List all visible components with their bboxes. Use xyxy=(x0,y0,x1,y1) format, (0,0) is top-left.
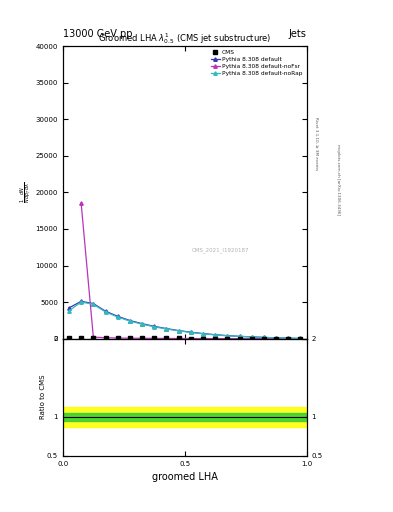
CMS xyxy=(128,335,132,342)
CMS xyxy=(262,335,266,342)
Pythia 8.308 default-noRap xyxy=(103,309,108,315)
Line: Pythia 8.308 default: Pythia 8.308 default xyxy=(67,300,302,340)
Text: Jets: Jets xyxy=(289,29,307,39)
Pythia 8.308 default xyxy=(237,333,242,339)
Pythia 8.308 default-noFsr xyxy=(201,335,206,342)
Pythia 8.308 default-noRap xyxy=(79,299,84,305)
CMS xyxy=(164,335,169,342)
Pythia 8.308 default-noFsr xyxy=(189,335,193,342)
Pythia 8.308 default xyxy=(164,326,169,332)
Pythia 8.308 default xyxy=(103,308,108,314)
Pythia 8.308 default-noRap xyxy=(128,318,132,324)
Pythia 8.308 default-noRap xyxy=(237,333,242,339)
Legend: CMS, Pythia 8.308 default, Pythia 8.308 default-noFsr, Pythia 8.308 default-noRa: CMS, Pythia 8.308 default, Pythia 8.308 … xyxy=(210,49,304,77)
CMS xyxy=(189,335,193,342)
CMS xyxy=(140,335,145,342)
Pythia 8.308 default-noFsr xyxy=(79,200,84,206)
CMS xyxy=(250,335,254,342)
Pythia 8.308 default-noRap xyxy=(213,332,218,338)
Pythia 8.308 default-noFsr xyxy=(140,335,145,342)
Line: Pythia 8.308 default-noFsr: Pythia 8.308 default-noFsr xyxy=(79,202,302,340)
Pythia 8.308 default-noFsr xyxy=(298,335,303,342)
Pythia 8.308 default-noRap xyxy=(274,335,279,341)
Text: Rivet 3.1.10, ≥ 3M events: Rivet 3.1.10, ≥ 3M events xyxy=(314,117,318,170)
Pythia 8.308 default-noFsr xyxy=(262,335,266,342)
Bar xyxy=(63,407,307,427)
Line: CMS: CMS xyxy=(67,336,302,340)
Pythia 8.308 default-noFsr xyxy=(250,335,254,342)
Y-axis label: $\frac{1}{N}\frac{dN}{dp_T\,d\lambda}$: $\frac{1}{N}\frac{dN}{dp_T\,d\lambda}$ xyxy=(19,181,34,203)
Pythia 8.308 default-noRap xyxy=(201,331,206,337)
Pythia 8.308 default xyxy=(128,317,132,324)
CMS xyxy=(298,335,303,342)
Pythia 8.308 default-noRap xyxy=(140,321,145,327)
Text: mcplots.cern.ch [arXiv:1306.3436]: mcplots.cern.ch [arXiv:1306.3436] xyxy=(336,144,340,215)
CMS xyxy=(274,335,279,342)
Pythia 8.308 default-noRap xyxy=(67,308,72,314)
Pythia 8.308 default-noFsr xyxy=(103,335,108,341)
CMS xyxy=(79,335,84,341)
CMS xyxy=(286,335,291,342)
Text: 13000 GeV pp: 13000 GeV pp xyxy=(63,29,132,39)
Pythia 8.308 default-noFsr xyxy=(128,335,132,342)
Pythia 8.308 default-noFsr xyxy=(116,335,120,341)
CMS xyxy=(201,335,206,342)
Pythia 8.308 default-noFsr xyxy=(164,335,169,342)
Pythia 8.308 default xyxy=(213,332,218,338)
Pythia 8.308 default xyxy=(152,323,156,329)
Pythia 8.308 default-noRap xyxy=(250,334,254,340)
X-axis label: groomed LHA: groomed LHA xyxy=(152,472,218,482)
Pythia 8.308 default-noRap xyxy=(116,314,120,320)
Text: CMS_2021_I1920187: CMS_2021_I1920187 xyxy=(192,247,250,252)
Pythia 8.308 default xyxy=(176,328,181,334)
Pythia 8.308 default-noRap xyxy=(286,335,291,342)
Pythia 8.308 default-noFsr xyxy=(286,335,291,342)
CMS xyxy=(225,335,230,342)
Pythia 8.308 default xyxy=(201,331,206,337)
Pythia 8.308 default xyxy=(79,298,84,305)
Pythia 8.308 default-noRap xyxy=(189,329,193,335)
Pythia 8.308 default-noFsr xyxy=(274,335,279,342)
Pythia 8.308 default xyxy=(274,335,279,341)
Pythia 8.308 default-noFsr xyxy=(213,335,218,342)
CMS xyxy=(91,335,96,341)
Pythia 8.308 default xyxy=(250,334,254,340)
Title: Groomed LHA $\lambda^{1}_{0.5}$ (CMS jet substructure): Groomed LHA $\lambda^{1}_{0.5}$ (CMS jet… xyxy=(98,31,272,46)
CMS xyxy=(213,335,218,342)
Pythia 8.308 default-noFsr xyxy=(237,335,242,342)
CMS xyxy=(176,335,181,342)
Pythia 8.308 default xyxy=(67,305,72,311)
Pythia 8.308 default-noFsr xyxy=(91,334,96,340)
Pythia 8.308 default-noFsr xyxy=(225,335,230,342)
Pythia 8.308 default-noRap xyxy=(152,324,156,330)
Pythia 8.308 default xyxy=(286,335,291,341)
CMS xyxy=(67,335,72,341)
Y-axis label: Ratio to CMS: Ratio to CMS xyxy=(40,375,46,419)
CMS xyxy=(116,335,120,342)
Pythia 8.308 default xyxy=(116,313,120,319)
Pythia 8.308 default-noRap xyxy=(176,328,181,334)
CMS xyxy=(237,335,242,342)
Pythia 8.308 default-noFsr xyxy=(152,335,156,342)
CMS xyxy=(152,335,156,342)
Pythia 8.308 default-noRap xyxy=(262,334,266,340)
Pythia 8.308 default xyxy=(262,334,266,340)
Pythia 8.308 default-noRap xyxy=(225,333,230,339)
Pythia 8.308 default xyxy=(91,301,96,307)
Pythia 8.308 default xyxy=(140,321,145,327)
Pythia 8.308 default-noRap xyxy=(91,301,96,307)
Pythia 8.308 default-noFsr xyxy=(176,335,181,342)
Bar xyxy=(63,413,307,420)
Pythia 8.308 default xyxy=(225,333,230,339)
Pythia 8.308 default xyxy=(298,335,303,342)
Pythia 8.308 default-noRap xyxy=(298,335,303,342)
CMS xyxy=(103,335,108,341)
Pythia 8.308 default xyxy=(189,329,193,335)
Pythia 8.308 default-noRap xyxy=(164,326,169,332)
Line: Pythia 8.308 default-noRap: Pythia 8.308 default-noRap xyxy=(67,301,302,340)
